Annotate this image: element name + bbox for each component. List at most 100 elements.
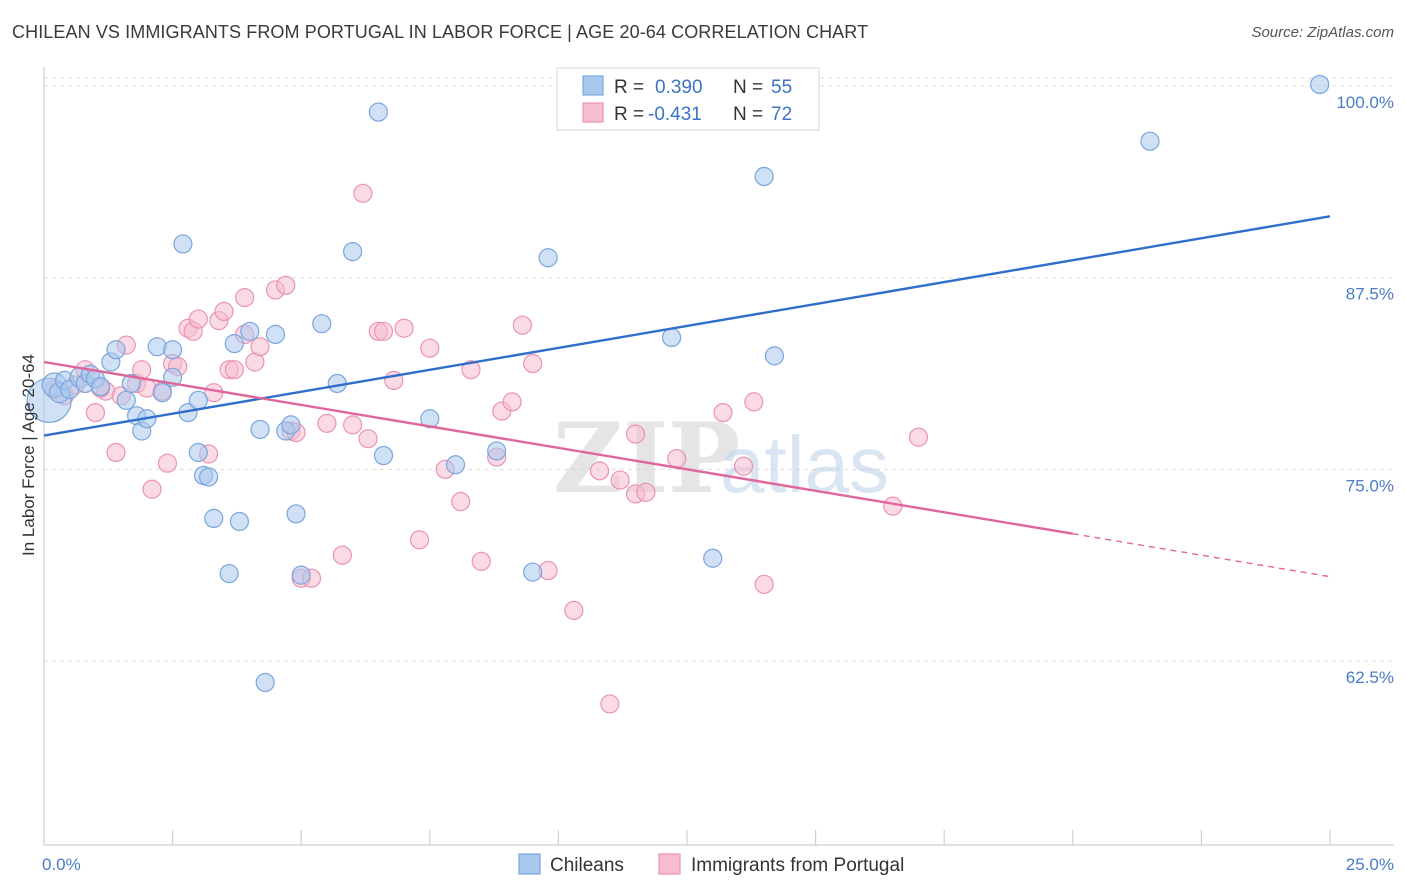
portugal-point-40 (358, 429, 378, 449)
chileans-point-46 (487, 441, 507, 461)
y-tick-label-0: 62.5% (1346, 668, 1394, 687)
portugal-point-57 (564, 600, 584, 621)
y-tick-label-2: 87.5% (1346, 285, 1394, 304)
chileans-point-38 (291, 565, 311, 585)
chileans-point-53 (1140, 131, 1160, 151)
chileans-point-9 (90, 376, 111, 397)
chileans-point-54 (1310, 74, 1330, 95)
portugal-point-37 (332, 545, 352, 565)
portugal-point-63 (636, 482, 656, 502)
chileans-point-49 (661, 327, 682, 348)
chileans-point-41 (343, 242, 363, 262)
portugal-point-48 (451, 491, 471, 512)
chileans-point-34 (265, 324, 286, 344)
axis-layer: 62.5% 75.0% 87.5% 100.0% 0.0% 25.0% (42, 67, 1394, 874)
chart-source: Source: ZipAtlas.com (1251, 24, 1394, 41)
chileans-point-28 (219, 563, 239, 584)
chileans-point-26 (199, 467, 219, 487)
chileans-point-52 (764, 346, 785, 366)
portugal-point-68 (754, 574, 774, 594)
legend-r-value-2: -0.431 (648, 104, 702, 125)
chileans-point-45 (445, 455, 466, 475)
portugal-point-45 (409, 530, 430, 550)
portugal-point-25 (224, 360, 244, 380)
chileans-point-43 (373, 445, 394, 466)
portugal-point-36 (317, 413, 337, 433)
legend-n-value-1: 55 (771, 77, 792, 98)
chileans-point-27 (204, 508, 224, 529)
portugal-point-66 (733, 456, 754, 476)
portugal-point-31 (276, 275, 296, 295)
y-axis-label: In Labor Force | Age 20-64 (19, 354, 38, 556)
portugal-point-65 (713, 403, 733, 423)
chart-title: CHILEAN VS IMMIGRANTS FROM PORTUGAL IN L… (12, 22, 869, 42)
portugal-point-39 (353, 183, 373, 203)
chileans-point-44 (420, 409, 440, 429)
portugal-point-60 (610, 470, 630, 490)
y-tick-label-1: 75.0% (1346, 476, 1394, 495)
portugal-point-62 (625, 424, 646, 444)
portugal-point-49 (461, 360, 481, 380)
portugal-point-70 (908, 427, 929, 447)
chileans-point-24 (188, 442, 208, 463)
chileans-point-37 (286, 504, 306, 524)
portugal-point-50 (471, 551, 491, 571)
legend-r-label-2: R = (614, 104, 644, 125)
bottom-legend-swatch-chileans (518, 853, 541, 875)
chileans-point-48 (538, 248, 558, 268)
portugal-point-12 (142, 479, 162, 499)
chileans-point-21 (173, 234, 193, 254)
portugal-point-64 (667, 449, 687, 469)
portugal-point-67 (744, 392, 764, 412)
chileans-point-33 (255, 672, 275, 693)
legend-swatch-portugal (582, 102, 604, 123)
legend-n-value-2: 72 (771, 104, 792, 125)
portugal-trend-line (43, 360, 1073, 535)
portugal-trend-extension (1072, 533, 1331, 578)
legend-swatch-chileans (582, 75, 604, 96)
points-layer (26, 74, 1330, 714)
chileans-point-42 (368, 102, 388, 122)
portugal-point-4 (85, 403, 106, 423)
portugal-point-44 (394, 318, 414, 338)
bottom-legend: Chileans Immigrants from Portugal (518, 853, 904, 876)
legend-box: R = 0.390 N = 55 R = -0.431 N = 72 (556, 67, 820, 131)
y-tick-label-3: 100.0% (1336, 93, 1394, 112)
bottom-legend-chileans: Chileans (550, 855, 624, 876)
grid-layer (44, 77, 1394, 662)
chileans-point-32 (250, 419, 270, 440)
trend-layer (43, 215, 1331, 578)
legend-r-value-1: 0.390 (655, 77, 703, 98)
chileans-point-31 (240, 321, 260, 341)
legend-n-label-2: N = (733, 104, 763, 125)
chileans-point-17 (147, 337, 167, 357)
portugal-point-58 (589, 461, 610, 481)
portugal-point-59 (600, 694, 620, 714)
chileans-point-18 (152, 383, 172, 403)
x-tick-label-1: 25.0% (1346, 855, 1394, 874)
x-tick-label-0: 0.0% (42, 855, 81, 874)
portugal-point-46 (420, 338, 440, 358)
chileans-point-51 (754, 166, 774, 187)
legend-r-label-1: R = (614, 77, 644, 98)
chileans-trend-line (43, 215, 1331, 437)
chileans-point-39 (312, 314, 332, 334)
chileans-point-30 (229, 511, 250, 532)
portugal-point-55 (523, 353, 543, 374)
portugal-point-38 (343, 415, 363, 435)
chileans-point-47 (523, 562, 543, 582)
legend-n-label-1: N = (733, 77, 763, 98)
portugal-point-19 (188, 309, 208, 329)
portugal-point-54 (512, 315, 532, 335)
chileans-point-11 (106, 340, 126, 360)
chileans-point-29 (224, 334, 244, 354)
portugal-point-53 (502, 392, 522, 412)
chileans-point-20 (163, 340, 183, 360)
chileans-point-36 (281, 415, 301, 435)
portugal-point-69 (883, 496, 903, 516)
portugal-point-6 (106, 442, 126, 463)
bottom-legend-swatch-portugal (658, 853, 681, 875)
bottom-legend-portugal: Immigrants from Portugal (691, 855, 904, 876)
portugal-point-14 (157, 453, 178, 473)
